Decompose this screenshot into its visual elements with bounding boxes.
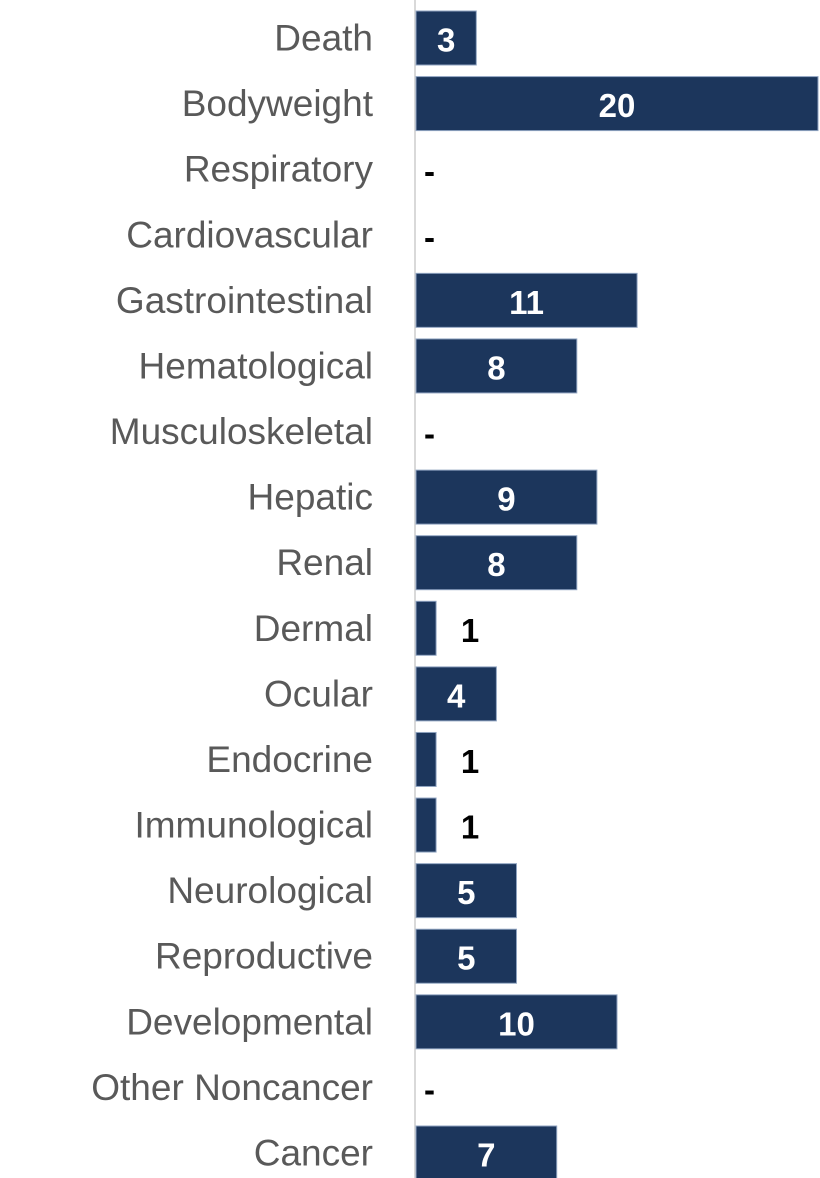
category-label: Endocrine (206, 739, 373, 780)
bar (415, 535, 578, 591)
bar (415, 10, 477, 66)
value-label: 4 (447, 677, 466, 714)
value-label: 9 (497, 481, 515, 518)
category-label: Neurological (167, 870, 373, 911)
category-label: Hepatic (248, 477, 373, 518)
category-label: Other Noncancer (91, 1067, 373, 1108)
category-label: Musculoskeletal (110, 411, 373, 452)
category-label: Dermal (254, 608, 373, 649)
value-label: - (424, 1071, 435, 1108)
value-label: 10 (498, 1005, 535, 1042)
category-label: Gastrointestinal (116, 280, 373, 321)
bar (415, 76, 819, 132)
value-label: 7 (477, 1137, 495, 1174)
bar (415, 600, 437, 656)
value-label: 1 (461, 809, 479, 846)
category-label: Reproductive (155, 936, 373, 977)
value-label: - (424, 415, 435, 452)
bar (415, 731, 437, 787)
category-label: Ocular (264, 673, 373, 714)
value-label: 5 (457, 874, 475, 911)
bar (415, 469, 598, 525)
category-label: Hematological (139, 345, 373, 386)
category-label: Renal (276, 542, 373, 583)
value-label: 8 (487, 349, 505, 386)
value-label: 1 (461, 743, 479, 780)
value-label: 1 (461, 612, 479, 649)
bar (415, 994, 618, 1050)
category-label: Developmental (126, 1001, 373, 1042)
bar (415, 928, 517, 984)
bar (415, 863, 517, 919)
category-label: Respiratory (184, 149, 374, 190)
value-label: - (424, 153, 435, 190)
value-label: 8 (487, 546, 505, 583)
category-label: Cardiovascular (126, 214, 373, 255)
value-label: 20 (599, 87, 636, 124)
bar (415, 272, 638, 328)
value-label: - (424, 218, 435, 255)
value-label: 11 (509, 284, 544, 321)
category-label: Bodyweight (182, 83, 374, 124)
value-label: 5 (457, 940, 475, 977)
category-label: Cancer (254, 1133, 373, 1174)
value-label: 3 (437, 22, 455, 59)
bar (415, 1125, 558, 1178)
bar (415, 666, 497, 722)
category-label: Immunological (134, 805, 373, 846)
bar (415, 338, 578, 394)
bar (415, 797, 437, 853)
category-label: Death (274, 18, 373, 59)
